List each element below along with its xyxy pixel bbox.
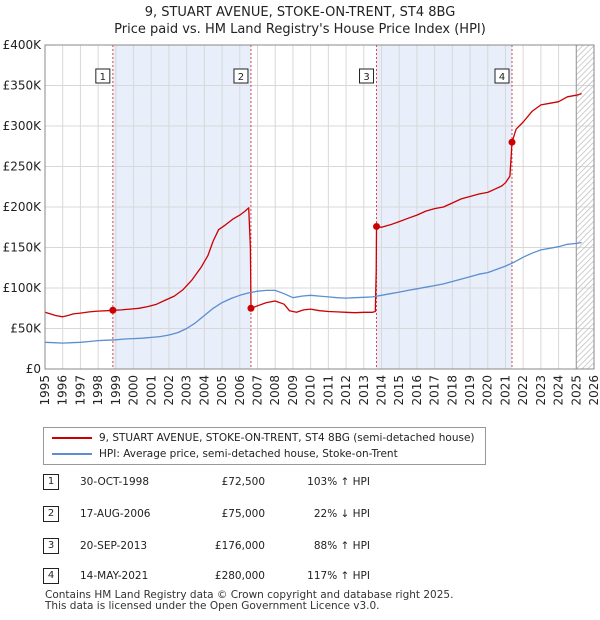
sale-hpi-change: 22% ↓ HPI — [313, 508, 370, 520]
y-tick-label: £100K — [3, 281, 43, 295]
x-tick-label: 2009 — [286, 375, 300, 406]
y-tick-label: £300K — [3, 119, 43, 133]
sale-point — [373, 222, 381, 230]
x-tick-label: 2013 — [357, 375, 371, 406]
table-row: 2 17-AUG-2006 £75,000 22% ↓ HPI — [0, 504, 600, 524]
plot-border — [44, 44, 595, 370]
x-tick-label: 2007 — [251, 375, 265, 406]
sale-number: 2 — [43, 506, 59, 522]
y-tick-label: £150K — [3, 241, 43, 255]
y-tick-label: £50K — [10, 322, 42, 336]
x-tick-label: 2021 — [498, 375, 512, 406]
x-tick-label: 2012 — [339, 375, 353, 406]
sale-marker-label: 2 — [238, 72, 244, 83]
legend-label-property: 9, STUART AVENUE, STOKE-ON-TRENT, ST4 8B… — [99, 432, 475, 444]
sale-hpi-change: 103% ↑ HPI — [307, 476, 370, 488]
sale-date: 14-MAY-2021 — [80, 570, 149, 582]
sale-marker-box — [359, 68, 375, 84]
sale-price: £72,500 — [221, 476, 265, 488]
x-tick-label: 2014 — [374, 375, 388, 406]
table-row: 1 30-OCT-1998 £72,500 103% ↑ HPI — [0, 472, 600, 492]
legend-swatch-property — [52, 437, 92, 439]
hpi-line — [44, 241, 582, 344]
sale-number: 3 — [43, 538, 59, 554]
x-tick-label: 2018 — [445, 375, 459, 406]
x-tick-label: 1995 — [38, 375, 52, 406]
x-tick-label: 2019 — [463, 375, 477, 406]
chart-legend: 9, STUART AVENUE, STOKE-ON-TRENT, ST4 8B… — [43, 427, 486, 465]
x-tick-label: 2011 — [321, 375, 335, 406]
x-tick-label: 2015 — [392, 375, 406, 406]
x-tick-label: 2001 — [144, 375, 158, 406]
x-tick-label: 1997 — [73, 375, 87, 406]
sale-hpi-change: 88% ↑ HPI — [313, 540, 370, 552]
footer-licence: This data is licensed under the Open Gov… — [45, 600, 380, 612]
price-chart: 1 2 3 4 £0 £50K £100K £150K £200K £250K £300K £350… — [3, 38, 600, 406]
sale-date: 30-OCT-1998 — [80, 476, 149, 488]
y-tick-label: £250K — [3, 160, 43, 174]
sale-marker-label: 3 — [363, 72, 369, 83]
x-tick-label: 2002 — [162, 375, 176, 406]
x-tick-label: 2022 — [516, 375, 530, 406]
x-tick-label: 2016 — [410, 375, 424, 406]
legend-label-hpi: HPI: Average price, semi-detached house,… — [99, 448, 398, 460]
footer-copyright: Contains HM Land Registry data © Crown c… — [45, 589, 454, 601]
x-tick-label: 2025 — [569, 375, 583, 406]
sale-marker-box — [95, 68, 111, 84]
sale-marker-box — [494, 68, 510, 84]
sale-price: £75,000 — [221, 508, 265, 520]
x-tick-label: 2004 — [197, 375, 211, 406]
chart-title: 9, STUART AVENUE, STOKE-ON-TRENT, ST4 8B… — [0, 4, 600, 38]
title-line-2: Price paid vs. HM Land Registry's House … — [114, 22, 486, 37]
x-tick-label: 2000 — [127, 375, 141, 406]
y-tick-label: £350K — [3, 79, 43, 93]
sale-price: £280,000 — [214, 570, 265, 582]
x-tick-label: 2010 — [304, 375, 318, 406]
sale-number: 1 — [43, 474, 59, 490]
forecast-region — [576, 45, 594, 369]
table-row: 3 20-SEP-2013 £176,000 88% ↑ HPI — [0, 536, 600, 556]
legend-swatch-hpi — [52, 453, 92, 455]
x-tick-label: 2006 — [233, 375, 247, 406]
sale-number: 4 — [43, 568, 59, 584]
table-row: 4 14-MAY-2021 £280,000 117% ↑ HPI — [0, 566, 600, 586]
x-tick-label: 1998 — [91, 375, 105, 406]
y-tick-label: £200K — [3, 200, 43, 214]
sale-marker-box — [233, 68, 249, 84]
sale-price: £176,000 — [214, 540, 265, 552]
y-tick-label: £400K — [3, 38, 43, 52]
x-tick-label: 2024 — [552, 375, 566, 406]
property-price-line — [44, 92, 582, 318]
sale-marker-label: 4 — [499, 72, 505, 83]
sale-point — [109, 306, 117, 314]
sale-date: 17-AUG-2006 — [80, 508, 151, 520]
x-tick-label: 2017 — [428, 375, 442, 406]
footer: Contains HM Land Registry data © Crown c… — [45, 590, 453, 612]
x-tick-label: 2008 — [268, 375, 282, 406]
title-line-1: 9, STUART AVENUE, STOKE-ON-TRENT, ST4 8B… — [144, 5, 456, 20]
sale-point — [247, 304, 255, 312]
x-tick-label: 1996 — [56, 375, 70, 406]
sale-point — [508, 138, 516, 146]
y-tick-label: £0 — [26, 362, 41, 376]
x-tick-label: 2026 — [587, 375, 600, 406]
x-tick-label: 1999 — [109, 375, 123, 406]
x-tick-label: 2003 — [180, 375, 194, 406]
sale-marker-label: 1 — [100, 72, 106, 83]
sale-date: 20-SEP-2013 — [80, 540, 148, 552]
x-tick-label: 2023 — [534, 375, 548, 406]
x-tick-label: 2005 — [215, 375, 229, 406]
x-tick-label: 2020 — [481, 375, 495, 406]
sale-hpi-change: 117% ↑ HPI — [307, 570, 370, 582]
